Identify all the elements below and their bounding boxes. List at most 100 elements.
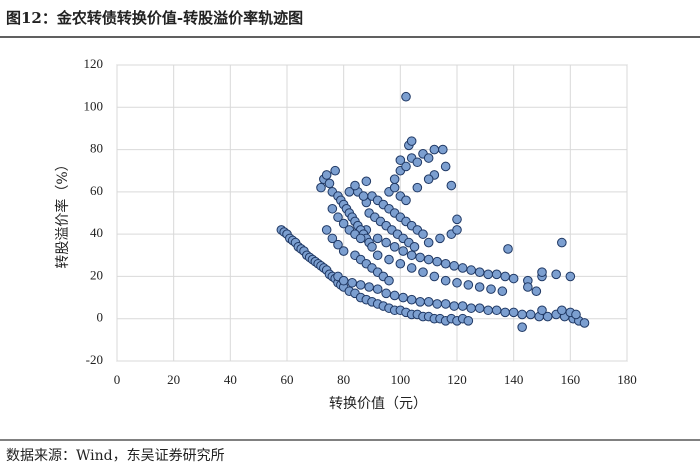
point bbox=[338, 218, 349, 229]
point bbox=[367, 242, 377, 252]
point bbox=[463, 316, 474, 326]
point bbox=[406, 136, 417, 146]
point bbox=[412, 182, 423, 193]
point bbox=[452, 277, 462, 288]
point bbox=[508, 307, 519, 318]
point bbox=[418, 229, 428, 239]
point bbox=[330, 165, 340, 176]
point bbox=[364, 282, 374, 292]
x-axis-label: 转换价值（元） bbox=[329, 395, 427, 412]
point bbox=[579, 318, 590, 328]
point bbox=[333, 239, 343, 250]
point bbox=[435, 233, 445, 244]
point bbox=[565, 271, 576, 282]
chart-title: 图12：金农转债转换价值-转股溢价率轨迹图 bbox=[6, 9, 303, 27]
point bbox=[517, 322, 527, 332]
point bbox=[508, 273, 519, 284]
point bbox=[355, 233, 366, 244]
point bbox=[401, 161, 411, 172]
point bbox=[401, 195, 411, 206]
point bbox=[333, 212, 343, 223]
point bbox=[355, 280, 366, 290]
point bbox=[497, 286, 508, 297]
point bbox=[423, 153, 434, 163]
point bbox=[381, 237, 391, 248]
point bbox=[537, 267, 547, 278]
point bbox=[347, 277, 357, 288]
point bbox=[372, 284, 383, 294]
x-tick-label: 20 bbox=[167, 372, 180, 387]
point bbox=[395, 258, 406, 269]
point bbox=[429, 271, 440, 282]
point bbox=[381, 288, 391, 299]
point bbox=[551, 269, 561, 280]
point bbox=[500, 271, 510, 282]
point bbox=[483, 305, 493, 316]
point bbox=[418, 267, 428, 278]
point bbox=[423, 237, 434, 248]
x-tick-label: 120 bbox=[447, 372, 467, 387]
x-tick-label: 160 bbox=[561, 372, 581, 387]
x-tick-label: 140 bbox=[504, 372, 524, 387]
y-tick-label: -20 bbox=[86, 352, 103, 367]
y-tick-label: 60 bbox=[90, 183, 103, 198]
points bbox=[276, 91, 590, 332]
point bbox=[440, 275, 451, 286]
y-tick-label: 20 bbox=[90, 267, 103, 282]
point bbox=[350, 180, 360, 191]
point bbox=[406, 263, 417, 273]
point bbox=[423, 297, 434, 307]
point bbox=[384, 275, 394, 286]
point bbox=[327, 233, 338, 244]
point bbox=[486, 284, 496, 294]
x-tick-label: 60 bbox=[281, 372, 294, 387]
x-tick-label: 0 bbox=[114, 372, 121, 387]
point bbox=[531, 286, 542, 297]
point bbox=[491, 305, 502, 316]
point bbox=[338, 246, 349, 256]
point bbox=[361, 176, 372, 187]
y-tick-label: 40 bbox=[90, 225, 103, 240]
point bbox=[398, 246, 408, 256]
y-axis-label: 转股溢价率（%） bbox=[54, 157, 71, 268]
x-tick-label: 80 bbox=[337, 372, 350, 387]
point bbox=[557, 237, 567, 248]
point bbox=[316, 182, 326, 193]
point bbox=[483, 269, 493, 280]
point bbox=[466, 265, 476, 275]
point bbox=[401, 91, 411, 102]
point bbox=[474, 303, 485, 313]
point bbox=[432, 299, 442, 309]
point bbox=[338, 275, 349, 286]
point bbox=[517, 309, 527, 320]
y-tick-label: 0 bbox=[97, 310, 104, 325]
point bbox=[438, 144, 448, 155]
point bbox=[457, 301, 468, 311]
point bbox=[423, 254, 434, 265]
point bbox=[571, 309, 581, 320]
point bbox=[423, 174, 434, 184]
point bbox=[389, 290, 400, 301]
point bbox=[474, 282, 485, 292]
point bbox=[372, 250, 383, 261]
x-tick-label: 100 bbox=[391, 372, 411, 387]
point bbox=[409, 242, 420, 252]
point bbox=[452, 225, 462, 235]
point bbox=[358, 191, 369, 201]
x-tick-label: 180 bbox=[617, 372, 637, 387]
point bbox=[466, 303, 476, 313]
point bbox=[449, 301, 459, 311]
point bbox=[449, 261, 459, 271]
point bbox=[321, 225, 332, 235]
point bbox=[474, 267, 485, 278]
point bbox=[452, 214, 462, 225]
point bbox=[415, 297, 425, 307]
y-tick-label: 100 bbox=[84, 98, 104, 113]
point bbox=[463, 280, 474, 290]
point bbox=[557, 305, 567, 316]
point bbox=[525, 309, 536, 320]
point bbox=[327, 203, 338, 214]
point bbox=[503, 244, 513, 254]
